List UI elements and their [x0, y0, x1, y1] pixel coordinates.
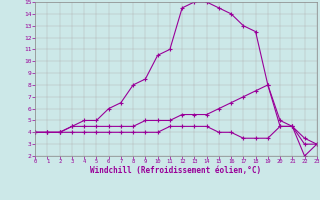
- X-axis label: Windchill (Refroidissement éolien,°C): Windchill (Refroidissement éolien,°C): [91, 166, 261, 175]
